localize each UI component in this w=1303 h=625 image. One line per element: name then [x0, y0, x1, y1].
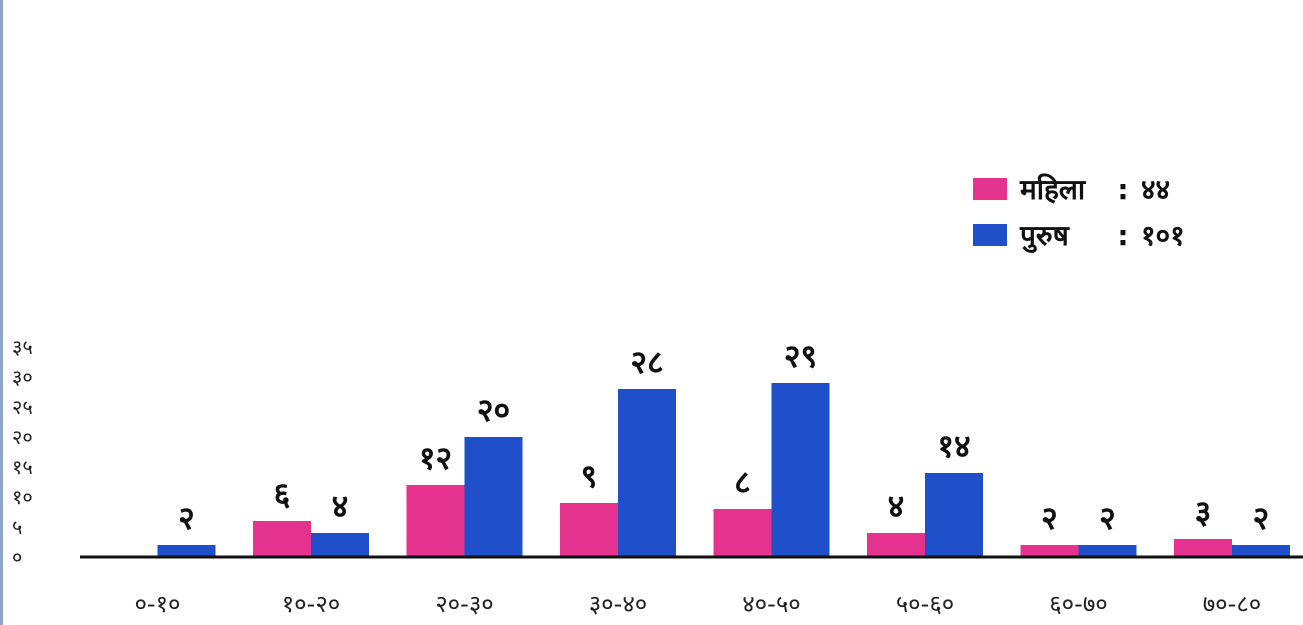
bar-male: [771, 383, 830, 557]
bar-male: [464, 437, 523, 557]
bar-female: [713, 509, 772, 557]
bar-value-label: २: [178, 499, 195, 537]
bar-value-label: २९: [784, 337, 817, 375]
bar-male: [311, 533, 369, 557]
x-tick-label: २०-३०: [435, 590, 494, 618]
bar-female: [1174, 539, 1232, 557]
bar-female: [1020, 545, 1079, 557]
y-axis-ticks: ० ५ १० १५ २० २५ ३० ३५: [12, 335, 33, 569]
bar-value-label: १४: [937, 427, 970, 465]
y-tick-label: १०: [12, 485, 33, 509]
legend-label: पुरुष: [1019, 219, 1071, 253]
bar-value-label: २: [1041, 499, 1058, 537]
legend-separator: :: [1117, 173, 1128, 206]
legend-separator: :: [1117, 219, 1128, 252]
bar-value-label: १२: [419, 439, 452, 477]
bar-value-label: २: [1253, 499, 1270, 537]
legend-swatch: [973, 178, 1007, 200]
bar-female: [253, 521, 311, 557]
legend-total: ४४: [1141, 173, 1170, 206]
x-tick-label: ०-१०: [134, 590, 180, 618]
bar-value-label: २०: [477, 391, 510, 429]
bar-male: [1232, 545, 1290, 557]
bar-value-label: ४: [888, 487, 905, 525]
y-tick-label: ३५: [12, 335, 33, 359]
x-axis-ticks: ०-१० १०-२० २०-३० ३०-४० ४०-५० ५०-६० ६०-७० ७०-८०: [134, 590, 1261, 618]
x-tick-label: ३०-४०: [589, 590, 648, 618]
bar-female: [560, 503, 618, 557]
y-tick-label: ५: [12, 515, 22, 539]
bar-value-label: ६: [274, 475, 291, 513]
bar-male: [925, 473, 983, 557]
x-tick-label: १०-२०: [282, 590, 341, 618]
bar-value-labels: २ ६ ४ १२ २० ९ २८ ८ २९ ४ १४ २ २ ३ २: [178, 337, 1269, 537]
bar-female: [867, 533, 925, 557]
bar-male: [157, 545, 216, 557]
left-frame-line: [0, 0, 3, 625]
bar-value-label: २८: [630, 343, 663, 381]
bar-value-label: ४: [332, 487, 349, 525]
legend-swatch: [973, 224, 1007, 246]
bar-value-label: २: [1099, 499, 1116, 537]
legend-total: १०१: [1141, 219, 1185, 252]
x-tick-label: ४०-५०: [742, 590, 801, 618]
x-tick-label: ५०-६०: [896, 590, 955, 618]
bar-value-label: ९: [581, 457, 598, 495]
y-tick-label: ३०: [12, 365, 33, 389]
x-tick-label: ६०-७०: [1049, 590, 1108, 618]
bar-value-label: ८: [734, 463, 751, 501]
legend: महिला:४४ पुरुष:१०१: [973, 173, 1185, 253]
y-tick-label: ०: [12, 545, 22, 569]
bar-female: [406, 485, 465, 557]
bars: [157, 383, 1290, 557]
bar-value-label: ३: [1195, 493, 1212, 531]
legend-label: महिला: [1019, 173, 1087, 206]
y-tick-label: १५: [12, 455, 33, 479]
bar-male: [618, 389, 676, 557]
y-tick-label: २०: [12, 425, 33, 449]
bar-male: [1078, 545, 1137, 557]
y-tick-label: २५: [12, 395, 33, 419]
x-tick-label: ७०-८०: [1203, 590, 1262, 618]
